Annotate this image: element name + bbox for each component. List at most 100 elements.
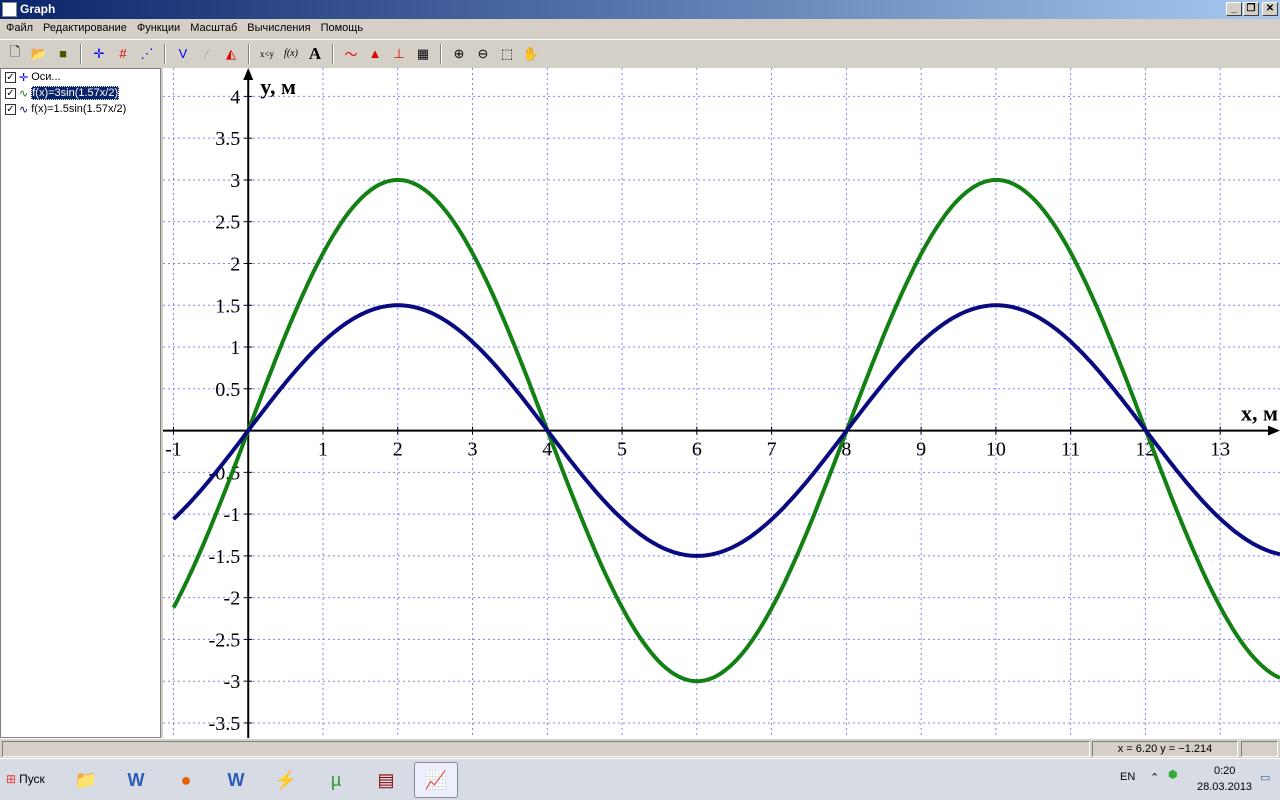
menu-help[interactable]: Помощь <box>320 22 364 34</box>
status-panel <box>1241 741 1278 757</box>
zoom-out-icon[interactable]: ⊖ <box>477 45 489 61</box>
x-axis-arrow <box>1268 425 1280 436</box>
evaluate-icon[interactable]: ⊥ <box>393 45 405 61</box>
start-label: Пуск <box>19 772 45 786</box>
y-tick-label: -3.5 <box>209 713 241 735</box>
checkbox[interactable]: ✓ <box>5 87 16 99</box>
restore-button[interactable]: ❐ <box>1243 2 1259 16</box>
explorer-task-icon[interactable]: 📁 <box>74 769 98 790</box>
table-icon[interactable]: ▦ <box>416 45 430 61</box>
checkbox[interactable]: ✓ <box>5 103 16 115</box>
zoom-square-icon[interactable]: ⬚ <box>500 45 514 61</box>
checkbox[interactable]: ✓ <box>5 71 16 83</box>
menu-calc[interactable]: Вычисления <box>247 22 311 34</box>
separator <box>80 43 82 64</box>
sine-icon: ∿ <box>19 103 29 116</box>
chart-svg[interactable]: -1 1 2 3 4 5 6 7 8 9 10 11 12 1343.532.521.510.5-0.5-… <box>163 68 1280 738</box>
taskbar: ⊞ Пуск 📁 W ● W ⚡ µ ▤ 📈 EN ⌃ ⬢ 0:20 28.03.… <box>0 758 1280 800</box>
y-tick-label: -2 <box>224 588 241 610</box>
fx-icon[interactable]: f(x) <box>284 48 298 59</box>
word-task-icon[interactable]: W <box>127 769 145 790</box>
language-indicator[interactable]: EN <box>1120 771 1136 783</box>
status-coords: x = 6.20 y = −1.214 <box>1092 741 1238 757</box>
start-button[interactable]: ⊞ Пуск <box>2 765 56 793</box>
x-tick-label: 1 <box>318 439 328 461</box>
function-list: ✓ ✛ Оси... ✓ ∿ f(x)=3sin(1.57x/2) ✓ ∿ f(x)=1.5… <box>0 68 161 738</box>
x-tick-label: 10 <box>986 439 1006 461</box>
close-button[interactable]: ✕ <box>1262 2 1278 16</box>
list-item-function[interactable]: ✓ ∿ f(x)=1.5sin(1.57x/2) <box>1 101 160 117</box>
utorrent-task-icon[interactable]: µ <box>330 769 342 790</box>
menu-edit[interactable]: Редактирование <box>43 22 127 34</box>
x-tick-label: 13 <box>1210 439 1230 461</box>
tangent-icon[interactable]: V <box>178 46 188 61</box>
app-logo-icon <box>2 2 17 17</box>
point-series-icon[interactable]: ⋰ <box>140 45 154 61</box>
list-item-axes[interactable]: ✓ ✛ Оси... <box>1 69 160 85</box>
y-tick-label: 1 <box>230 337 240 359</box>
clock-date[interactable]: 28.03.2013 <box>1197 781 1253 793</box>
separator <box>248 43 250 64</box>
antivirus-tray-icon[interactable]: ⬢ <box>1168 769 1178 781</box>
hand-icon[interactable]: ✋ <box>522 45 540 61</box>
x-tick-label: 2 <box>393 439 403 461</box>
x-tick-label: 3 <box>468 439 478 461</box>
y-tick-label: 4 <box>230 86 240 108</box>
x-lt-y-icon[interactable]: x<y <box>259 48 275 59</box>
list-item-function[interactable]: ✓ ∿ f(x)=3sin(1.57x/2) <box>1 85 160 101</box>
y-axis-label: y, м <box>260 74 296 99</box>
y-tick-label: 3 <box>230 170 240 192</box>
clock-time[interactable]: 0:20 <box>1214 765 1236 777</box>
tray-expand-icon[interactable]: ⌃ <box>1150 772 1160 784</box>
y-tick-label: 2 <box>230 253 240 275</box>
menu-bar: Файл Редактирование Функции Масштаб Вычи… <box>0 19 1280 38</box>
toolbar: 🗋 📂 ■ ✛ # ⋰ V ⁄ ◭ x<y f(x) A 〜 ▲ ⊥ ▦ ⊕ ⊖… <box>0 39 1280 67</box>
y-tick-label: 1.5 <box>215 295 240 317</box>
show-desktop-icon[interactable]: ▭ <box>1260 772 1271 784</box>
y-tick-label: -3 <box>224 671 241 693</box>
menu-functions[interactable]: Функции <box>136 22 181 34</box>
relation-icon[interactable]: ⁄ <box>205 46 209 61</box>
y-tick-label: -1.5 <box>209 546 241 568</box>
x-axis-label: x, м <box>1241 401 1278 426</box>
text-icon[interactable]: A <box>308 43 322 63</box>
window-title: Graph <box>20 2 56 16</box>
menu-file[interactable]: Файл <box>6 22 34 34</box>
x-tick-label: 11 <box>1061 439 1080 461</box>
shading-icon[interactable]: ◭ <box>226 45 236 61</box>
y-tick-label: 3.5 <box>215 128 240 150</box>
new-icon[interactable]: 🗋 <box>9 43 21 59</box>
x-tick-label: 5 <box>617 439 627 461</box>
winrar-task-icon[interactable]: ▤ <box>377 769 395 790</box>
y-tick-label: 0.5 <box>215 379 240 401</box>
firefox-task-icon[interactable]: ● <box>180 769 192 790</box>
separator <box>332 43 334 64</box>
y-tick-label: -1 <box>224 504 241 526</box>
windows-logo-icon: ⊞ <box>6 772 17 786</box>
insert-function-icon[interactable]: # <box>119 46 127 61</box>
zoom-in-icon[interactable]: ⊕ <box>453 45 465 61</box>
trendline-icon[interactable]: 〜 <box>344 47 358 62</box>
series-line-0 <box>171 177 1280 684</box>
x-tick-label: 4 <box>542 439 552 461</box>
wordpad-task-icon[interactable]: W <box>227 769 245 790</box>
status-panel <box>2 741 1090 757</box>
minimize-button[interactable]: _ <box>1226 2 1242 16</box>
area-icon[interactable]: ▲ <box>368 46 382 61</box>
app-task-icon[interactable]: ⚡ <box>274 769 298 790</box>
menu-zoom[interactable]: Масштаб <box>190 22 238 34</box>
graph-task-icon[interactable]: 📈 <box>414 762 458 798</box>
x-tick-label: 8 <box>841 439 851 461</box>
item-label: f(x)=3sin(1.57x/2) <box>31 86 120 100</box>
series-line-1 <box>172 303 1280 558</box>
separator <box>440 43 442 64</box>
sine-icon: ∿ <box>19 87 29 100</box>
item-label: Оси... <box>31 71 61 83</box>
axes-icon: ✛ <box>19 71 29 84</box>
axes-icon[interactable]: ✛ <box>93 45 105 61</box>
save-icon[interactable]: ■ <box>59 46 67 61</box>
open-icon[interactable]: 📂 <box>30 45 48 61</box>
title-bar: Graph _ ❐ ✕ <box>0 0 1280 19</box>
graph-area[interactable]: -1 1 2 3 4 5 6 7 8 9 10 11 12 13 4 3.5 3 2.5 2 1.5 1 0.5 -0.5-… <box>163 68 1280 738</box>
separator <box>164 43 166 64</box>
